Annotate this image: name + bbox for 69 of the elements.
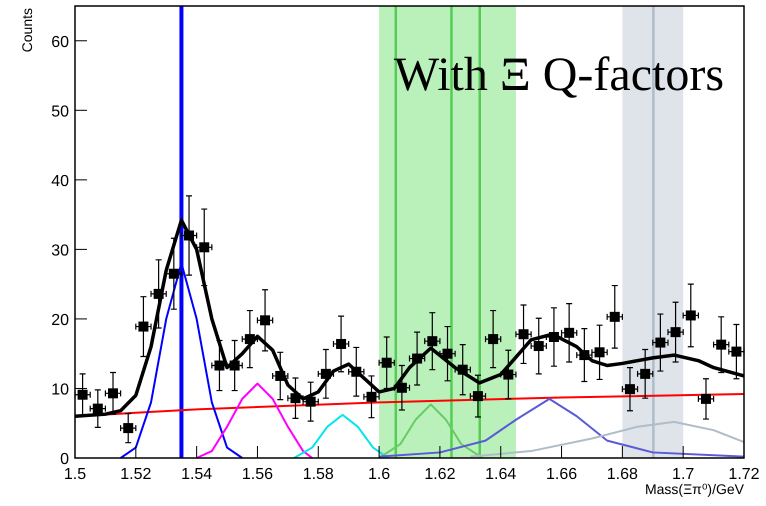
point	[670, 327, 681, 338]
point	[716, 340, 726, 350]
point	[230, 360, 240, 371]
point	[336, 338, 346, 349]
x-tick-label: 1.6	[368, 466, 390, 483]
x-tick-label: 1.64	[485, 466, 516, 483]
y-tick-label: 20	[51, 312, 70, 329]
line-series	[292, 414, 390, 459]
point	[442, 348, 453, 359]
point	[548, 332, 559, 342]
point	[138, 322, 148, 332]
point	[123, 423, 134, 434]
point	[518, 329, 529, 340]
point	[472, 391, 483, 402]
point	[154, 288, 164, 299]
point	[594, 347, 605, 358]
point	[168, 268, 179, 279]
y-axis-title: Counts	[19, 8, 35, 52]
point	[184, 230, 194, 240]
line-series	[196, 382, 314, 459]
y-tick-label: 60	[51, 34, 70, 51]
point	[579, 350, 590, 360]
point	[655, 338, 666, 348]
line-series	[378, 398, 745, 458]
point	[351, 366, 362, 377]
x-tick-label: 1.5	[64, 466, 86, 483]
point	[244, 334, 255, 344]
x-tick-label: 1.72	[728, 466, 760, 483]
x-tick-label: 1.68	[606, 466, 638, 483]
point	[396, 382, 407, 393]
point	[320, 368, 331, 379]
point	[640, 368, 650, 379]
y-tick-label: 40	[51, 172, 70, 190]
x-tick-label: 1.66	[546, 466, 578, 483]
annotation: With Ξ Q-factors	[394, 48, 724, 101]
point	[700, 394, 711, 404]
x-tick-label: 1.7	[672, 466, 694, 483]
x-tick-label: 1.54	[181, 466, 212, 483]
x-tick-label: 1.52	[120, 466, 152, 483]
x-tick-label: 1.58	[302, 466, 334, 483]
point	[78, 390, 88, 400]
y-tick-label: 30	[51, 242, 70, 260]
point	[534, 341, 544, 352]
point	[488, 334, 498, 344]
point	[275, 370, 286, 381]
point	[108, 388, 118, 398]
point	[686, 310, 696, 320]
y-tick-label: 0	[60, 451, 70, 468]
point	[427, 336, 438, 346]
x-tick-label: 1.56	[242, 466, 274, 483]
point	[731, 346, 742, 357]
point	[412, 354, 422, 364]
point	[290, 393, 300, 404]
point	[199, 242, 210, 252]
y-tick-label: 10	[51, 381, 70, 398]
point	[564, 328, 574, 338]
point	[306, 396, 316, 407]
point	[610, 312, 620, 322]
y-tick-label: 50	[51, 103, 70, 120]
point	[366, 392, 376, 402]
point	[458, 364, 468, 375]
point	[92, 404, 103, 414]
point	[214, 360, 224, 371]
point	[624, 384, 635, 394]
point	[260, 315, 270, 326]
x-axis-title: Mass(Ξπ⁰)/GeV	[644, 481, 745, 497]
point	[382, 358, 392, 368]
point	[503, 370, 514, 380]
x-tick-label: 1.62	[424, 466, 456, 483]
